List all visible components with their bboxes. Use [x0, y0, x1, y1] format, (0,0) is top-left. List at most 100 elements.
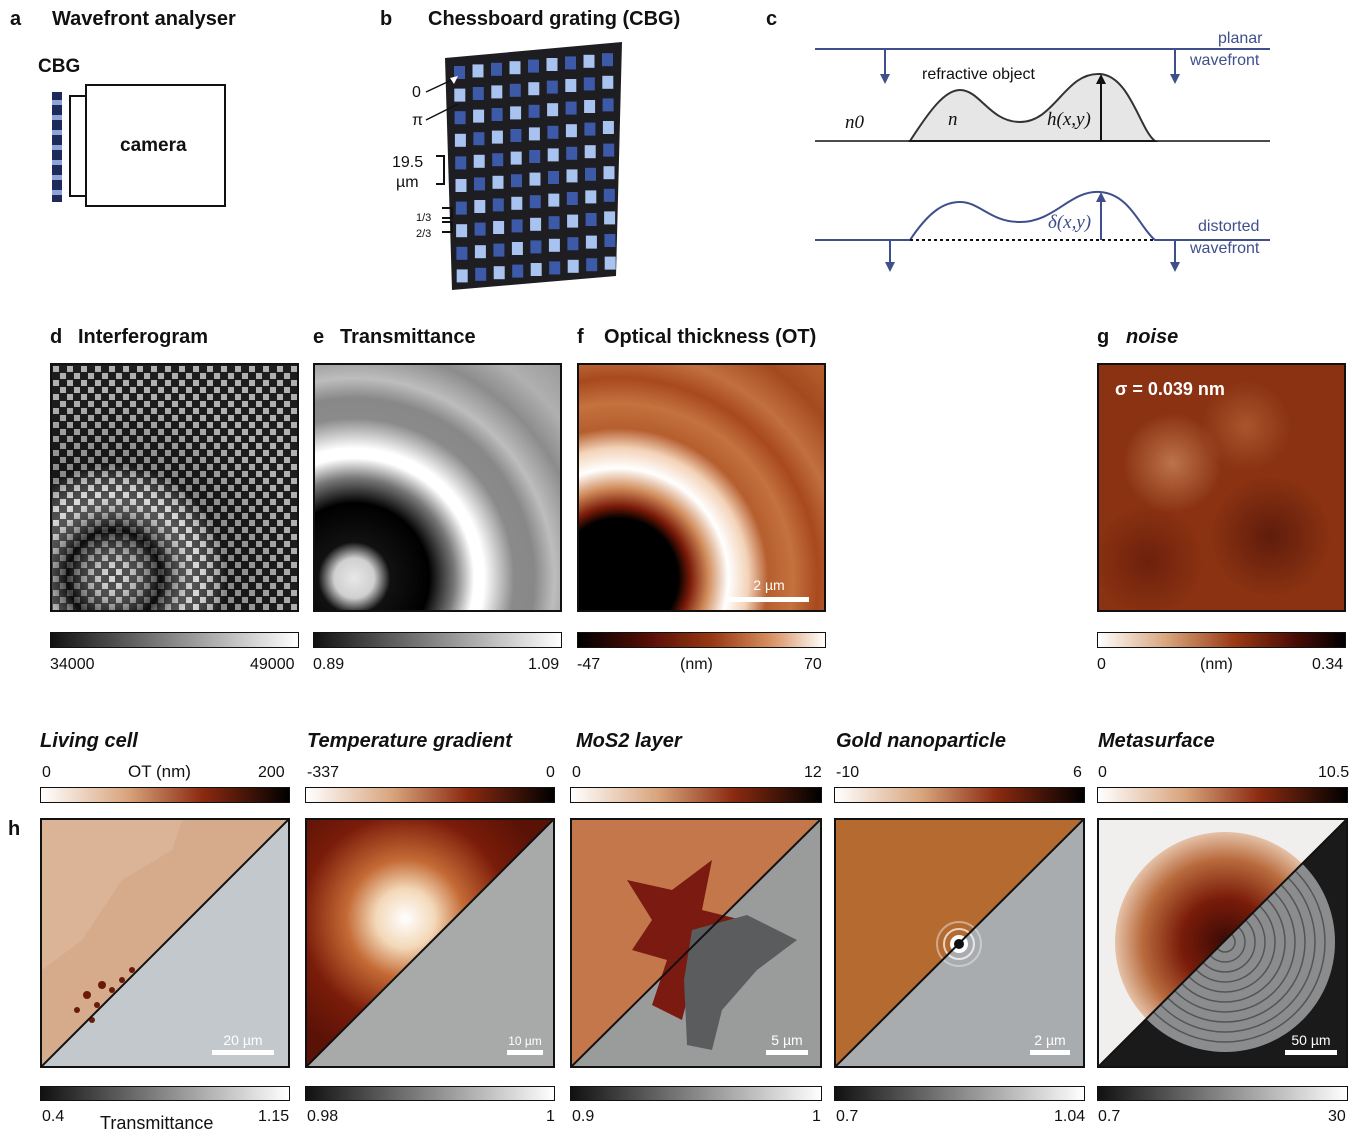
h4-ot-min: -10 — [836, 764, 860, 781]
h4-gold-nanoparticle-image: 2 µm — [834, 818, 1085, 1068]
noise-sigma-label: σ = 0.039 nm — [1115, 379, 1225, 399]
cbg-label: CBG — [38, 56, 81, 77]
h1-ot-unit: OT (nm) — [128, 762, 191, 781]
interferogram-max: 49000 — [250, 656, 295, 673]
interferogram-min: 34000 — [50, 656, 95, 673]
pitch-unit: µm — [396, 174, 419, 191]
noise-min: 0 — [1097, 656, 1106, 673]
h5-t-max: 30 — [1328, 1108, 1346, 1125]
panel-letter-e: e — [313, 326, 325, 348]
h3-t-max: 1 — [812, 1108, 821, 1125]
h2-ot-min: -337 — [307, 764, 340, 781]
noise-image: σ = 0.039 nm — [1097, 363, 1346, 612]
h4-ot-colorbar — [834, 787, 1085, 803]
interferogram-colorbar — [50, 632, 299, 648]
h2-t-colorbar — [305, 1086, 555, 1101]
planar-label-2: wavefront — [1190, 52, 1260, 69]
panel-letter-g: g — [1097, 326, 1110, 348]
panel-b-title: Chessboard grating (CBG) — [428, 8, 681, 30]
noise-unit: (nm) — [1200, 656, 1233, 673]
h3-t-min: 0.9 — [572, 1108, 595, 1125]
h2-t-max: 1 — [546, 1108, 555, 1125]
wavefront-schematic — [815, 48, 1270, 272]
ot-min: -47 — [577, 656, 601, 673]
fraction-third: 1/3 — [416, 212, 432, 224]
panel-letter-f: f — [577, 326, 584, 348]
transmittance-colorbar — [313, 632, 562, 648]
transmittance-max: 1.09 — [528, 656, 560, 673]
h3-mos2-image: 5 µm — [570, 818, 822, 1068]
h4-t-max: 1.04 — [1054, 1108, 1086, 1125]
h2-title: Temperature gradient — [307, 730, 512, 752]
panel-e-title: Transmittance — [340, 326, 476, 348]
h1-ot-max: 200 — [258, 764, 285, 781]
panel-letter-h: h — [8, 818, 21, 840]
h5-t-min: 0.7 — [1098, 1108, 1121, 1125]
panel-letter-c: c — [766, 8, 778, 30]
h3-ot-max: 12 — [804, 764, 822, 781]
h2-scale-label: 10 µm — [508, 1034, 542, 1048]
h2-temperature-image: 10 µm — [305, 818, 555, 1068]
noise-colorbar — [1097, 632, 1346, 648]
h5-title: Metasurface — [1098, 730, 1215, 752]
phase-pi-label: π — [412, 112, 424, 129]
pitch-value: 19.5 — [392, 154, 424, 171]
height-label: h(x,y) — [1047, 109, 1091, 130]
fraction-two-thirds: 2/3 — [416, 228, 432, 240]
h4-title: Gold nanoparticle — [836, 730, 1007, 752]
h2-scale-bar — [507, 1050, 543, 1055]
scale-bar-label: 2 µm — [753, 577, 785, 593]
h4-scale-bar — [1030, 1050, 1070, 1055]
h5-t-colorbar — [1097, 1086, 1348, 1101]
h1-t-min: 0.4 — [42, 1108, 65, 1125]
transmittance-image — [313, 363, 562, 612]
panel-g-title: noise — [1126, 326, 1179, 348]
planar-label-1: planar — [1218, 30, 1263, 47]
grating-annotation-arrows — [425, 76, 459, 233]
ot-colorbar — [577, 632, 826, 648]
panel-f-title: Optical thickness (OT) — [604, 326, 817, 348]
n0-label: n0 — [845, 112, 864, 133]
refractive-object-label: refractive object — [922, 66, 1035, 83]
h1-t-label: Transmittance — [100, 1113, 214, 1133]
panel-letter-d: d — [50, 326, 63, 348]
distorted-label-2: wavefront — [1190, 240, 1260, 257]
ot-max: 70 — [804, 656, 822, 673]
h4-t-min: 0.7 — [836, 1108, 859, 1125]
h1-t-colorbar — [40, 1086, 290, 1101]
h2-ot-max: 0 — [546, 764, 555, 781]
wavefront-analyser-diagram — [52, 84, 226, 207]
panel-a-title: Wavefront analyser — [52, 8, 236, 30]
h5-ot-min: 0 — [1098, 764, 1107, 781]
noise-max: 0.34 — [1312, 656, 1344, 673]
h4-t-colorbar — [834, 1086, 1085, 1101]
scale-bar — [729, 597, 809, 602]
h3-ot-colorbar — [570, 787, 822, 803]
h1-t-max: 1.15 — [258, 1108, 290, 1125]
h3-title: MoS2 layer — [576, 730, 682, 752]
h5-metasurface-image: 50 µm — [1097, 818, 1348, 1068]
h4-scale-label: 2 µm — [1034, 1032, 1066, 1048]
ot-unit: (nm) — [680, 656, 713, 673]
h1-living-cell-image: 20 µm — [40, 818, 290, 1068]
camera-label: camera — [120, 135, 187, 156]
h3-scale-bar — [766, 1050, 808, 1055]
delta-label: δ(x,y) — [1048, 212, 1092, 233]
h1-ot-colorbar — [40, 787, 290, 803]
panel-letter-b: b — [380, 8, 393, 30]
h5-scale-label: 50 µm — [1291, 1032, 1331, 1048]
n-label: n — [948, 109, 958, 130]
h5-ot-colorbar — [1097, 787, 1348, 803]
transmittance-min: 0.89 — [313, 656, 345, 673]
h5-ot-max: 10.5 — [1318, 764, 1350, 781]
phase-zero-label: 0 — [412, 84, 421, 101]
distorted-label-1: distorted — [1198, 218, 1260, 235]
optical-thickness-image: 2 µm — [577, 363, 826, 612]
h3-t-colorbar — [570, 1086, 822, 1101]
h2-ot-colorbar — [305, 787, 555, 803]
h3-ot-min: 0 — [572, 764, 581, 781]
h1-scale-label: 20 µm — [223, 1032, 263, 1048]
h1-title: Living cell — [40, 730, 138, 752]
h5-scale-bar — [1285, 1050, 1337, 1055]
h1-scale-bar — [212, 1050, 274, 1055]
